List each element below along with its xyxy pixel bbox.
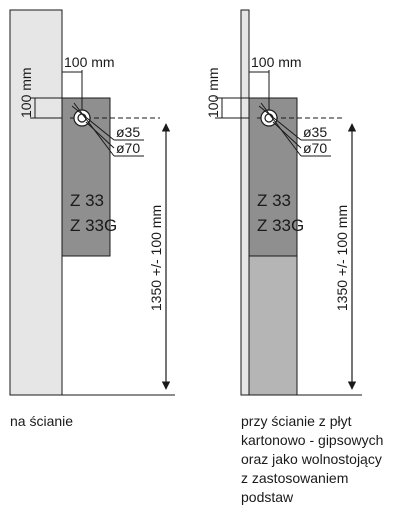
left-diameter-large-label: ø70	[116, 140, 140, 156]
right-height-label: 1350 +/- 100 mm	[334, 205, 350, 311]
right-model-label-1: Z 33	[257, 191, 291, 210]
right-wall-board	[240, 9, 250, 396]
right-caption-line-4: z zastosowaniem podstaw	[241, 470, 349, 505]
left-height-label: 1350 +/- 100 mm	[148, 205, 164, 311]
right-caption-line-1: przy ścianie z płyt	[241, 413, 352, 429]
right-diagram: 100 mm 100 mm ø35 ø70 Z 33 Z 33G 1350 +/…	[205, 9, 362, 396]
right-diameter-small-label: ø35	[303, 124, 327, 140]
right-horizontal-offset-label: 100 mm	[251, 54, 302, 70]
right-diameter-large-label: ø70	[303, 140, 327, 156]
right-caption-line-2: kartonowo - gipsowych	[241, 432, 384, 448]
left-diameter-small-label: ø35	[116, 124, 140, 140]
left-horizontal-offset-label: 100 mm	[64, 54, 115, 70]
right-model-label-2: Z 33G	[257, 216, 304, 235]
left-wall	[9, 9, 63, 396]
left-diagram: 100 mm 100 mm ø35 ø70 Z 33 Z 33G 1350 +/…	[9, 9, 175, 396]
left-vertical-offset-label: 100 mm	[18, 67, 34, 118]
left-leader-1	[71, 105, 115, 141]
right-leader-3	[272, 121, 302, 149]
right-caption: przy ścianie z płyt kartonowo - gipsowyc…	[241, 412, 396, 507]
right-caption-line-3: oraz jako wolnostojący	[241, 451, 382, 467]
left-caption: na ścianie	[10, 413, 74, 429]
left-model-label-1: Z 33	[70, 191, 104, 210]
right-leader-1	[258, 105, 302, 141]
left-model-label-2: Z 33G	[70, 216, 117, 235]
left-leader-3	[85, 121, 115, 149]
right-vertical-offset-label: 100 mm	[205, 67, 221, 118]
right-stand-base	[248, 255, 298, 396]
